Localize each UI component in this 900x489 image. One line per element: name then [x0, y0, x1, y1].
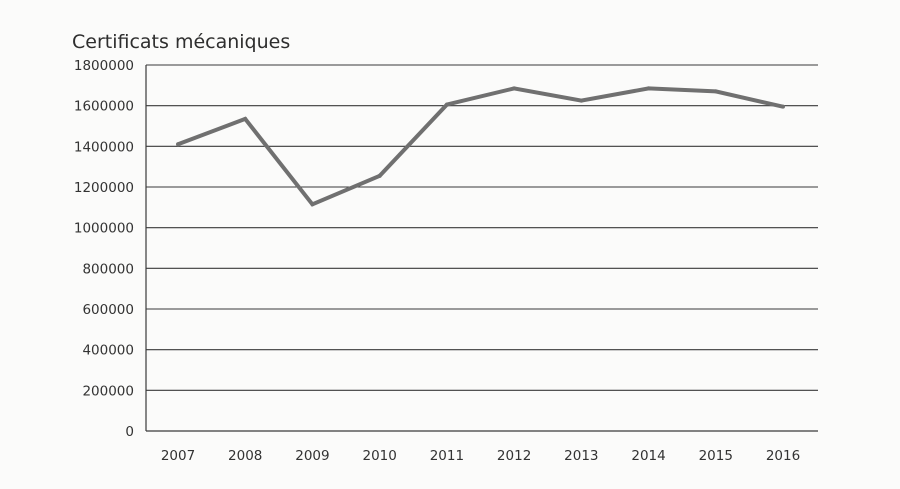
gridlines — [145, 64, 818, 432]
data-point-2016 — [781, 104, 785, 109]
y-axis-tick-labels: 0 200000 400000 600000 800000 1000000 1200000 1… — [74, 58, 134, 440]
y-tick-label: 600000 — [82, 302, 134, 318]
data-point-2013 — [579, 98, 584, 103]
series-layer — [176, 86, 785, 207]
data-point-2015 — [713, 89, 718, 94]
y-tick-label: 0 — [125, 424, 134, 440]
y-tick-label: 1600000 — [74, 99, 134, 115]
x-tick-label: 2011 — [430, 448, 464, 464]
y-tick-label: 800000 — [82, 261, 134, 277]
y-tick-label: 1200000 — [74, 180, 134, 196]
y-tick-label: 400000 — [82, 343, 134, 359]
y-tick-label: 1400000 — [74, 139, 134, 155]
chart-title: Certificats mécaniques — [72, 31, 290, 53]
x-tick-label: 2015 — [699, 448, 733, 464]
x-tick-label: 2009 — [295, 448, 329, 464]
data-point-2009 — [310, 202, 315, 207]
data-point-2014 — [646, 86, 651, 91]
x-tick-label: 2016 — [766, 448, 800, 464]
y-tick-label: 1800000 — [74, 58, 134, 74]
x-axis-tick-labels: 2007 2008 2009 2010 2011 2012 2013 2014 2015 2016 — [161, 448, 800, 464]
data-point-2011 — [444, 102, 449, 107]
data-point-2008 — [243, 116, 248, 121]
data-point-2012 — [512, 86, 517, 91]
data-point-2007 — [176, 142, 180, 147]
x-tick-label: 2014 — [631, 448, 665, 464]
x-tick-label: 2010 — [362, 448, 396, 464]
series-line-0 — [177, 86, 784, 207]
y-tick-label: 1000000 — [74, 221, 134, 237]
x-tick-label: 2012 — [497, 448, 531, 464]
y-tick-label: 200000 — [82, 383, 134, 399]
x-tick-label: 2008 — [228, 448, 262, 464]
x-tick-label: 2013 — [564, 448, 598, 464]
x-tick-label: 2007 — [161, 448, 195, 464]
data-point-2010 — [377, 173, 382, 178]
